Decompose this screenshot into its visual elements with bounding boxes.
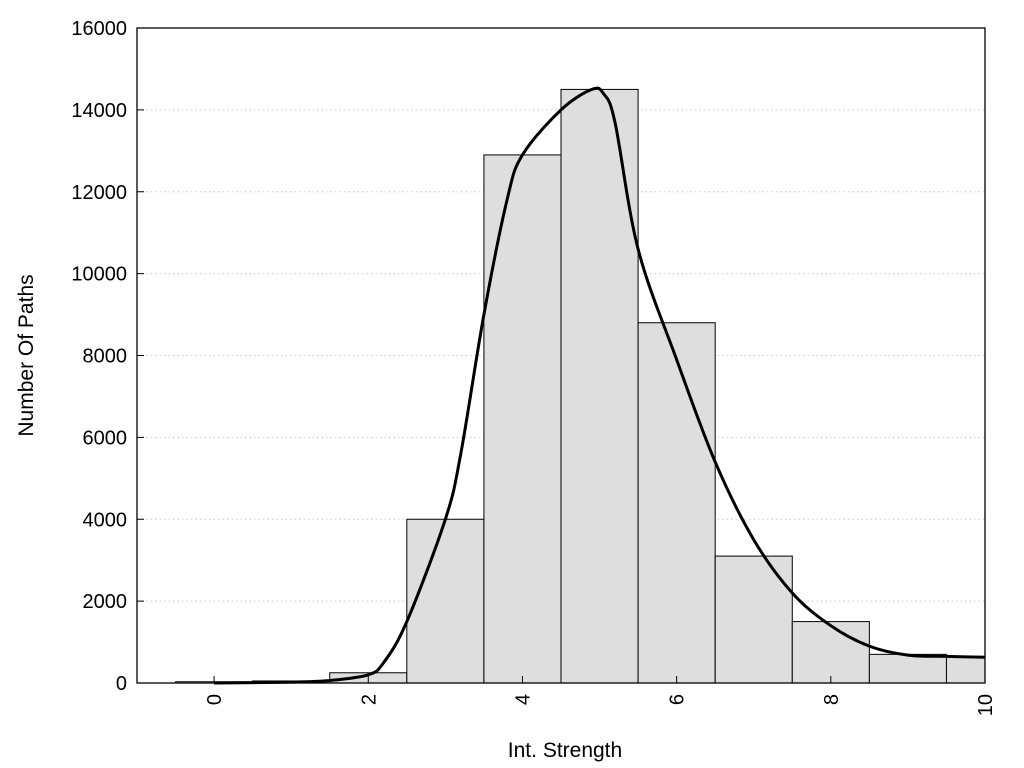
y-tick-label: 6000 <box>83 427 128 449</box>
histogram-bar <box>637 322 716 684</box>
histogram-bar <box>483 154 562 684</box>
y-tick-label: 16000 <box>71 18 127 40</box>
y-tick-label: 14000 <box>71 100 127 122</box>
histogram-bar <box>791 621 870 684</box>
x-tick-label: 8 <box>821 694 843 705</box>
y-axis-title: Number Of Paths <box>15 274 38 436</box>
x-tick-label: 0 <box>204 694 226 705</box>
histogram-bar <box>406 518 485 684</box>
x-axis-title: Int. Strength <box>508 739 622 762</box>
y-tick-label: 12000 <box>71 182 127 204</box>
x-tick-label: 10 <box>975 694 997 716</box>
x-tick-label: 4 <box>512 694 534 705</box>
x-tick-label: 6 <box>667 694 689 705</box>
axis-ticks: 0 2000 4000 6000 8000 10000 12000 14000 16000 0 2 4… <box>71 18 997 716</box>
histogram-bar <box>868 653 947 684</box>
histogram-bars <box>175 88 986 684</box>
histogram-bar <box>560 88 639 684</box>
density-curve-layer <box>214 86 986 685</box>
histogram-bar <box>945 655 986 684</box>
histogram-bar <box>714 555 793 684</box>
y-tick-label: 4000 <box>83 509 128 531</box>
y-tick-label: 8000 <box>83 346 128 368</box>
y-tick-label: 10000 <box>71 264 127 286</box>
density-curve <box>214 86 986 685</box>
y-tick-label: 2000 <box>83 591 128 613</box>
x-tick-label: 2 <box>358 694 380 705</box>
y-tick-label: 0 <box>116 673 127 695</box>
